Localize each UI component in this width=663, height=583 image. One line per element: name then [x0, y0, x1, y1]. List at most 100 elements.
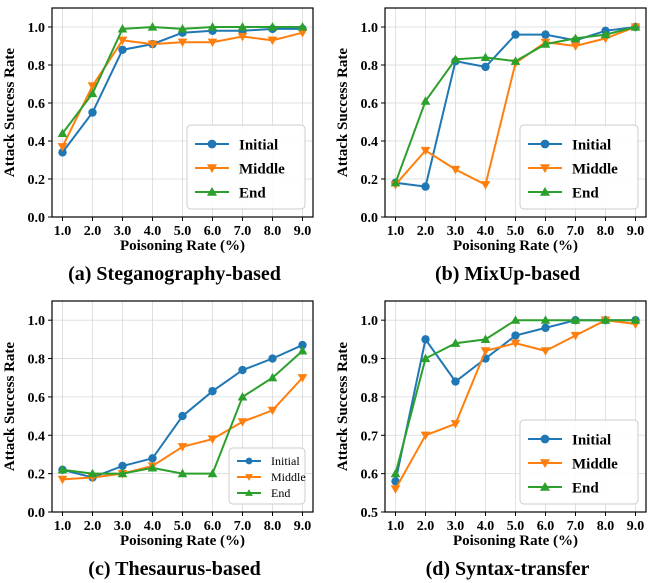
data-point-middle: [87, 82, 98, 91]
legend-marker-end: [206, 186, 218, 196]
data-point-end: [450, 338, 461, 347]
x-tick-label: 2.0: [84, 224, 102, 239]
x-tick-label: 2.0: [84, 519, 102, 534]
data-point-middle: [147, 40, 158, 49]
y-tick-label: 0.6: [361, 97, 379, 112]
x-tick-label: 4.0: [477, 519, 495, 534]
y-tick-label: 0.2: [361, 173, 379, 188]
x-tick-label: 5.0: [174, 224, 192, 239]
chart-panel-3: 0.0 0.2 0.4 0.6 0.8 1.0 1.0 2.0 3.0 4.0 5.0 6.0 7.0 8…: [2, 300, 314, 580]
series-end: [57, 22, 308, 138]
data-point-initial: [481, 62, 490, 72]
legend-label-initial: Initial: [572, 137, 611, 153]
data-point-end: [87, 88, 98, 98]
data-point-end: [297, 346, 308, 355]
legend: Initial Middle End: [186, 124, 306, 210]
x-tick-label: 4.0: [477, 224, 495, 239]
legend-marker-initial: [207, 139, 217, 149]
data-point-initial: [421, 335, 430, 344]
x-axis-label: Poisoning Rate (%): [453, 533, 578, 549]
y-axis-label: Attack Success Rate: [335, 48, 351, 177]
y-tick-label: 0.5: [361, 506, 379, 521]
data-point-initial: [58, 148, 67, 157]
x-tick-label: 7.0: [567, 519, 585, 534]
data-point-middle: [570, 42, 581, 51]
data-point-middle: [237, 418, 248, 427]
data-point-end: [147, 463, 158, 472]
legend: Initial Middle End: [519, 419, 639, 505]
series-middle: [390, 316, 641, 494]
data-point-end: [630, 315, 641, 324]
chart-panel-4: 0.5 0.6 0.7 0.8 0.9 1.0 1.0 2.0 3.0 4.0 5.0 6.0 7.0 8…: [335, 300, 647, 580]
y-tick-label: 0.9: [361, 353, 379, 368]
y-tick-label: 0.6: [361, 468, 379, 483]
data-point-end: [207, 468, 218, 478]
y-tick-label: 0.0: [361, 211, 379, 226]
x-tick-label: 9.0: [627, 224, 645, 239]
data-point-middle: [480, 181, 491, 190]
data-point-initial: [298, 340, 307, 350]
x-tick-label: 1.0: [387, 224, 405, 239]
data-point-middle: [510, 339, 521, 349]
data-point-end: [237, 392, 248, 401]
data-point-middle: [57, 143, 68, 152]
data-point-middle: [390, 485, 401, 494]
y-tick-label: 1.0: [28, 314, 46, 329]
data-point-initial: [421, 182, 430, 191]
data-point-end: [540, 315, 551, 324]
data-point-initial: [451, 377, 460, 386]
data-point-initial: [118, 461, 127, 471]
panel-caption: (b) MixUp-based: [435, 263, 580, 285]
data-point-middle: [480, 347, 491, 356]
data-point-end: [570, 33, 581, 43]
y-tick-label: 0.8: [28, 353, 46, 368]
data-point-middle: [117, 36, 128, 46]
series-end: [390, 22, 641, 187]
y-tick-label: 0.0: [28, 506, 46, 521]
chart-panel-1: 0.0 0.2 0.4 0.6 0.8 1.0 1.0 2.0 3.0 4.0 5.0 6.0 7.0 8…: [2, 7, 314, 285]
axes-frame: [51, 7, 314, 218]
data-point-initial: [511, 30, 520, 39]
panel-caption: (a) Steganography-based: [68, 263, 281, 285]
x-tick-label: 1.0: [54, 519, 72, 534]
data-point-middle: [177, 443, 188, 452]
axes-frame: [384, 7, 647, 218]
data-point-initial: [178, 411, 187, 421]
data-point-end: [267, 372, 278, 382]
y-tick-label: 0.6: [28, 391, 46, 406]
data-point-end: [480, 52, 491, 62]
data-point-initial: [88, 108, 97, 117]
series-middle: [57, 374, 308, 485]
data-point-end: [600, 315, 611, 324]
x-tick-label: 8.0: [264, 519, 282, 534]
data-point-end: [450, 54, 461, 63]
x-axis-label: Poisoning Rate (%): [120, 533, 245, 549]
data-point-end: [207, 22, 218, 31]
data-point-middle: [267, 36, 278, 46]
x-tick-label: 9.0: [294, 519, 312, 534]
x-tick-label: 6.0: [537, 224, 555, 239]
data-point-initial: [238, 365, 247, 375]
x-tick-label: 4.0: [144, 224, 162, 239]
x-axis-label: Poisoning Rate (%): [120, 238, 245, 254]
legend-marker-middle: [206, 164, 218, 174]
y-axis-label: Attack Success Rate: [335, 342, 351, 471]
x-tick-label: 1.0: [387, 519, 405, 534]
legend-marker-end: [539, 186, 551, 196]
data-point-end: [117, 468, 128, 478]
axes-frame: [384, 300, 647, 513]
data-point-end: [117, 24, 128, 33]
legend-label-middle: Middle: [271, 470, 306, 484]
data-point-middle: [450, 420, 461, 429]
data-point-end: [297, 22, 308, 31]
legend-box: [519, 419, 639, 505]
x-tick-label: 7.0: [567, 224, 585, 239]
data-point-end: [420, 353, 431, 363]
data-point-middle: [207, 38, 218, 48]
legend-label-end: End: [572, 480, 599, 496]
data-point-end: [57, 128, 68, 138]
data-point-middle: [177, 38, 188, 48]
data-point-middle: [207, 435, 218, 444]
legend-label-initial: Initial: [271, 454, 300, 468]
